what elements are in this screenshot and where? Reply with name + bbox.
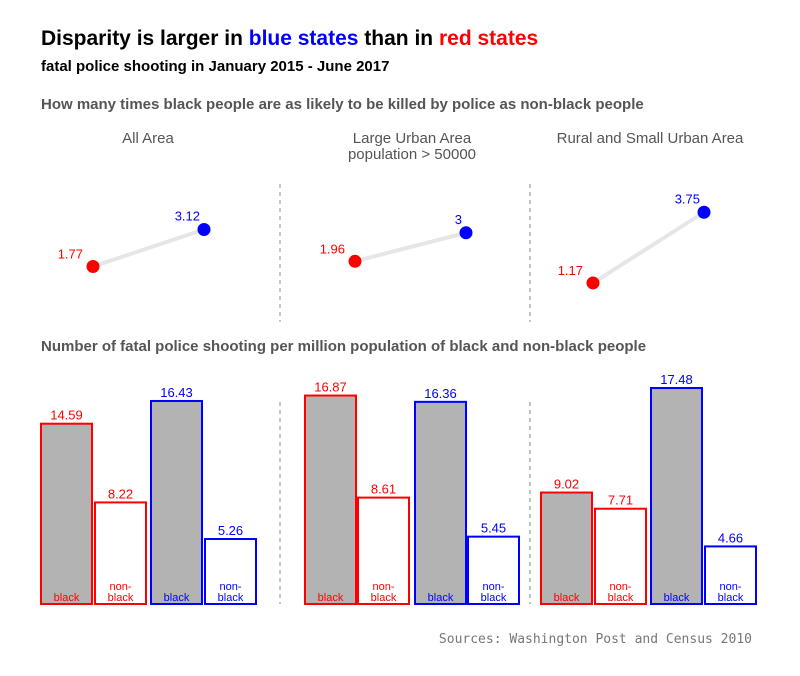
title-blue-word: blue states — [248, 27, 359, 50]
red-state-black-bar — [304, 394, 357, 605]
bar-category-label: black — [218, 592, 244, 604]
panel-title-line1: Rural and Small Urban Area — [556, 130, 744, 147]
connector-line — [91, 227, 206, 269]
bar-category-label: black — [481, 592, 507, 604]
red-state-point — [586, 276, 600, 290]
ratio-panel-title-2: Large Urban Area population > 50000 — [302, 131, 522, 163]
bar-category-label: non- — [719, 581, 741, 593]
blue-state-black-bar — [650, 387, 703, 605]
bar-value-label: 16.87 — [314, 380, 347, 395]
red-state-value-label: 1.17 — [558, 263, 583, 278]
bar-category-label: non- — [372, 581, 394, 593]
bar-category-label: non- — [482, 581, 504, 593]
bar-category-label: black — [718, 592, 744, 604]
bar-value-label: 8.61 — [371, 482, 396, 497]
red-state-value-label: 1.77 — [58, 247, 83, 262]
blue-state-point — [459, 226, 473, 240]
source-note: Sources: Washington Post and Census 2010 — [438, 632, 752, 647]
red-state-nonblack-bar — [94, 501, 147, 605]
red-state-point — [348, 254, 362, 268]
red-state-black-bar — [540, 491, 593, 605]
bar-category-label: non- — [109, 581, 131, 593]
bar-category-label: black — [318, 592, 344, 604]
bar-value-label: 16.36 — [424, 386, 457, 401]
bar-value-label: 17.48 — [660, 372, 693, 387]
title-red-word: red states — [438, 27, 539, 50]
bar-category-label: black — [54, 592, 80, 604]
red-state-value-label: 1.96 — [320, 241, 345, 256]
bar-value-label: 9.02 — [554, 477, 579, 492]
title-part2: than in — [358, 27, 439, 50]
bar-value-label: 7.71 — [608, 493, 633, 508]
bar-value-label: 16.43 — [160, 385, 193, 400]
red-state-point — [86, 260, 100, 274]
red-state-nonblack-bar — [594, 507, 647, 605]
chart-subtitle: fatal police shooting in January 2015 - … — [41, 58, 390, 75]
blue-state-black-bar — [414, 400, 467, 605]
blue-state-value-label: 3.12 — [175, 209, 200, 224]
bar-category-label: black — [428, 592, 454, 604]
bar-value-label: 8.22 — [108, 486, 133, 501]
blue-state-value-label: 3 — [455, 212, 462, 227]
bar-category-label: black — [608, 592, 634, 604]
panel-title-line1: All Area — [122, 130, 174, 147]
red-state-black-bar — [40, 422, 93, 605]
bar-category-label: non- — [219, 581, 241, 593]
title-part1: Disparity is larger in — [41, 27, 249, 50]
blue-state-point — [697, 205, 711, 219]
bar-value-label: 4.66 — [718, 530, 743, 545]
panel-title-line2: population > 50000 — [347, 146, 477, 163]
blue-state-value-label: 3.75 — [675, 191, 700, 206]
connector-line — [353, 230, 468, 264]
bar-category-label: black — [108, 592, 134, 604]
bar-category-label: non- — [609, 581, 631, 593]
panel-title-line1: Large Urban Area — [352, 130, 472, 147]
ratio-panel-title-3: Rural and Small Urban Area — [530, 131, 770, 147]
chart-title: Disparity is larger in blue states than … — [41, 27, 538, 51]
bar-category-label: black — [164, 592, 190, 604]
ratio-section-title: How many times black people are as likel… — [41, 96, 644, 113]
blue-state-nonblack-bar — [467, 535, 520, 606]
bar-category-label: black — [371, 592, 397, 604]
blue-state-black-bar — [150, 399, 203, 605]
red-state-nonblack-bar — [357, 496, 410, 606]
bar-value-label: 5.45 — [481, 521, 506, 536]
bar-category-label: black — [664, 592, 690, 604]
rate-section-title: Number of fatal police shooting per mill… — [41, 338, 647, 355]
bar-value-label: 14.59 — [50, 408, 83, 423]
connector-line — [591, 210, 706, 285]
ratio-panel-title-1: All Area — [48, 131, 248, 147]
blue-state-nonblack-bar — [704, 545, 757, 606]
blue-state-nonblack-bar — [204, 538, 257, 605]
blue-state-point — [197, 223, 211, 237]
bar-value-label: 5.26 — [218, 523, 243, 538]
bar-category-label: black — [554, 592, 580, 604]
